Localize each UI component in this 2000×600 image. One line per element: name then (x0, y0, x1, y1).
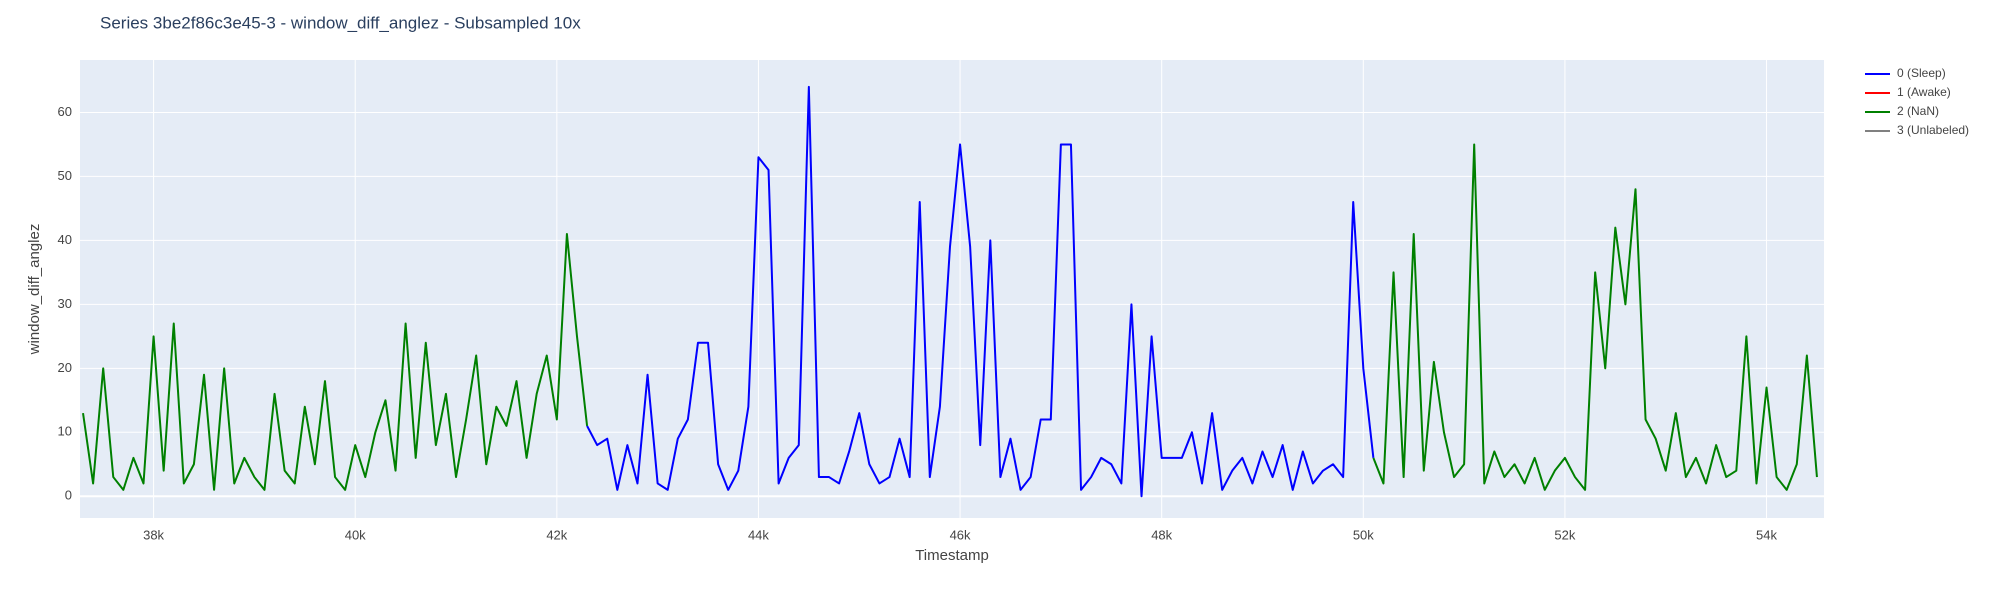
x-tick-label: 38k (143, 527, 164, 542)
y-axis-title: window_diff_anglez (26, 224, 43, 356)
x-tick-label: 50k (1353, 527, 1374, 542)
x-tick-label: 40k (345, 527, 366, 542)
y-tick-label: 20 (58, 360, 72, 375)
y-tick-label: 10 (58, 424, 72, 439)
series-line (586, 85, 1375, 498)
y-tick-label: 50 (58, 168, 72, 183)
y-tick-label: 0 (65, 488, 72, 503)
plot-area (80, 60, 1824, 518)
legend-label: 2 (NaN) (1897, 104, 1939, 118)
y-tick-label: 60 (58, 104, 72, 119)
y-tick-label: 40 (58, 232, 72, 247)
x-tick-label: 48k (1151, 527, 1172, 542)
legend-label: 3 (Unlabeled) (1897, 123, 1969, 137)
y-tick-label: 30 (58, 296, 72, 311)
legend-label: 1 (Awake) (1897, 85, 1951, 99)
x-tick-label: 42k (546, 527, 567, 542)
x-tick-label: 46k (950, 527, 971, 542)
x-tick-label: 52k (1554, 527, 1575, 542)
legend-label: 0 (Sleep) (1897, 66, 1946, 80)
x-tick-label: 54k (1756, 527, 1777, 542)
x-tick-label: 44k (748, 527, 769, 542)
series-line (82, 143, 1818, 491)
x-axis-title: Timestamp (915, 547, 989, 564)
chart-title: Series 3be2f86c3e45-3 - window_diff_angl… (100, 13, 581, 32)
